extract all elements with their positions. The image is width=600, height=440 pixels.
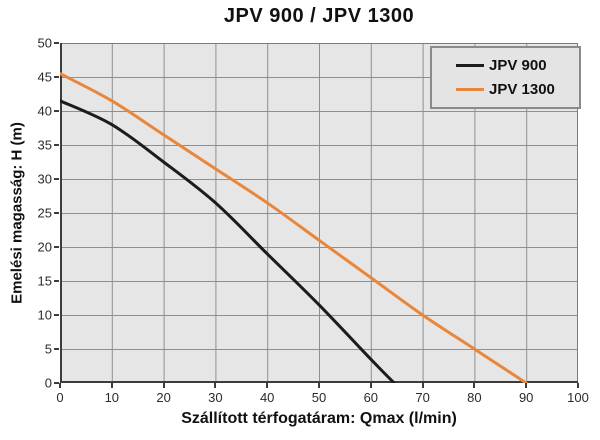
- x-tick-mark: [59, 383, 61, 388]
- y-tick-mark: [54, 212, 59, 214]
- y-tick-mark: [54, 76, 59, 78]
- x-tick-mark: [525, 383, 528, 388]
- x-tick-mark: [162, 383, 165, 388]
- y-tick-mark: [54, 110, 59, 112]
- y-tick-label: 30: [37, 171, 52, 187]
- y-tick-label: 5: [44, 341, 52, 357]
- y-tick-label: 20: [37, 239, 52, 255]
- y-tick-mark: [54, 42, 59, 44]
- x-tick-mark: [473, 383, 476, 388]
- x-tick-mark: [110, 383, 113, 388]
- y-tick-label: 45: [37, 69, 52, 85]
- series-line-jpv1300: [60, 72, 528, 383]
- y-tick-mark: [54, 348, 59, 350]
- x-tick-label: 80: [467, 390, 482, 405]
- x-tick-mark: [369, 383, 372, 388]
- y-tick-label: 40: [37, 103, 52, 119]
- x-tick-label: 50: [311, 390, 327, 405]
- y-tick-label: 50: [37, 35, 52, 51]
- x-tick-label: 20: [156, 390, 171, 405]
- y-tick-mark: [54, 382, 59, 384]
- legend-label-jpv1300: JPV 1300: [489, 81, 555, 98]
- legend-item-jpv900: JPV 900: [456, 57, 579, 74]
- legend-label-jpv900: JPV 900: [489, 57, 547, 74]
- jpv1300-line-swatch: [456, 88, 484, 91]
- x-tick-label: 0: [56, 390, 64, 405]
- x-tick-label: 60: [363, 390, 379, 405]
- y-tick-label: 25: [37, 205, 52, 221]
- y-tick-mark: [54, 314, 59, 316]
- x-tick-label: 30: [208, 390, 223, 405]
- y-tick-label: 35: [37, 137, 52, 153]
- x-tick-label: 10: [104, 390, 120, 405]
- legend: JPV 900 JPV 1300: [430, 46, 581, 109]
- x-tick-label: 90: [518, 390, 534, 405]
- y-tick-label: 10: [37, 307, 52, 323]
- x-tick-label: 40: [259, 390, 275, 405]
- y-tick-label: 15: [37, 273, 52, 289]
- x-tick-mark: [318, 383, 320, 388]
- jpv900-line-swatch: [456, 64, 484, 67]
- x-tick-label: 70: [415, 390, 430, 405]
- x-tick-mark: [577, 383, 579, 388]
- x-tick-mark: [214, 383, 217, 388]
- y-tick-mark: [54, 144, 59, 146]
- legend-item-jpv1300: JPV 1300: [456, 81, 579, 98]
- y-tick-label: 0: [44, 375, 52, 391]
- series-line-jpv900: [60, 99, 396, 383]
- y-tick-mark: [54, 280, 59, 282]
- x-tick-label: 100: [567, 390, 589, 405]
- x-tick-mark: [266, 383, 269, 388]
- y-tick-mark: [54, 178, 59, 180]
- y-tick-mark: [54, 246, 59, 248]
- x-tick-mark: [421, 383, 424, 388]
- x-axis-title: Szállított térfogatáram: Qmax (l/min): [181, 410, 457, 427]
- chart-title: JPV 900 / JPV 1300: [223, 5, 415, 27]
